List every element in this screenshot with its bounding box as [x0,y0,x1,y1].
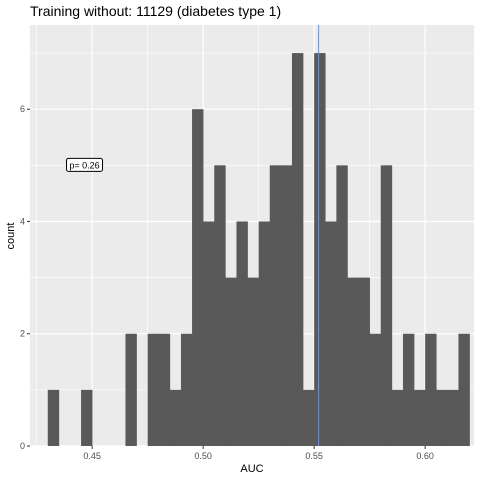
histogram-bar [303,389,315,446]
x-tick-label: 0.60 [416,451,434,461]
histogram-bar [336,165,348,447]
x-axis-title: AUC [240,463,263,475]
histogram-bar [47,389,60,446]
histogram-bar [447,389,459,446]
x-tick-label: 0.45 [83,451,101,461]
histogram-bar [203,221,215,446]
annotation-label: p= 0.26 [66,157,104,172]
histogram-bar [225,277,237,446]
histogram-bar [180,333,193,446]
histogram-bar [358,277,370,446]
histogram-bar [380,165,393,447]
histogram-bar [247,277,259,446]
y-tick-label: 6 [20,104,25,114]
x-axis-ticks: 0.45 0.50 0.55 0.60 [83,446,434,461]
x-tick-label: 0.55 [305,451,323,461]
histogram-bar [258,221,271,446]
histogram-bar [369,333,382,446]
histogram-bar [291,53,304,447]
y-tick-label: 4 [20,216,25,226]
histogram-bar [402,333,415,446]
annotation-text: p= 0.26 [69,160,99,170]
histogram-bar [158,333,171,446]
histogram-bars [47,53,470,447]
y-tick-label: 0 [20,441,25,451]
histogram-bar [147,333,160,446]
histogram-bar [347,277,359,446]
y-tick-label: 2 [20,329,25,339]
histogram-bar [169,389,182,446]
histogram-bar [436,389,448,446]
histogram-bar [325,221,337,446]
y-axis-ticks: 0 2 4 6 [20,104,30,451]
histogram-bar [269,165,282,447]
histogram-bar [425,333,437,446]
histogram-bar [414,389,426,446]
histogram-bar [125,333,137,446]
histogram-bar [192,109,204,446]
histogram-bar [314,53,326,447]
chart-title: Training without: 11129 (diabetes type 1… [30,3,281,19]
histogram-bar [458,333,470,446]
histogram-bar [81,389,93,446]
histogram-bar [236,221,248,446]
histogram-bar [391,389,404,446]
x-tick-label: 0.50 [194,451,212,461]
histogram-bar [214,165,226,447]
y-axis-title: count [5,223,17,250]
annotation-box [66,157,104,172]
histogram-bar [280,165,293,447]
